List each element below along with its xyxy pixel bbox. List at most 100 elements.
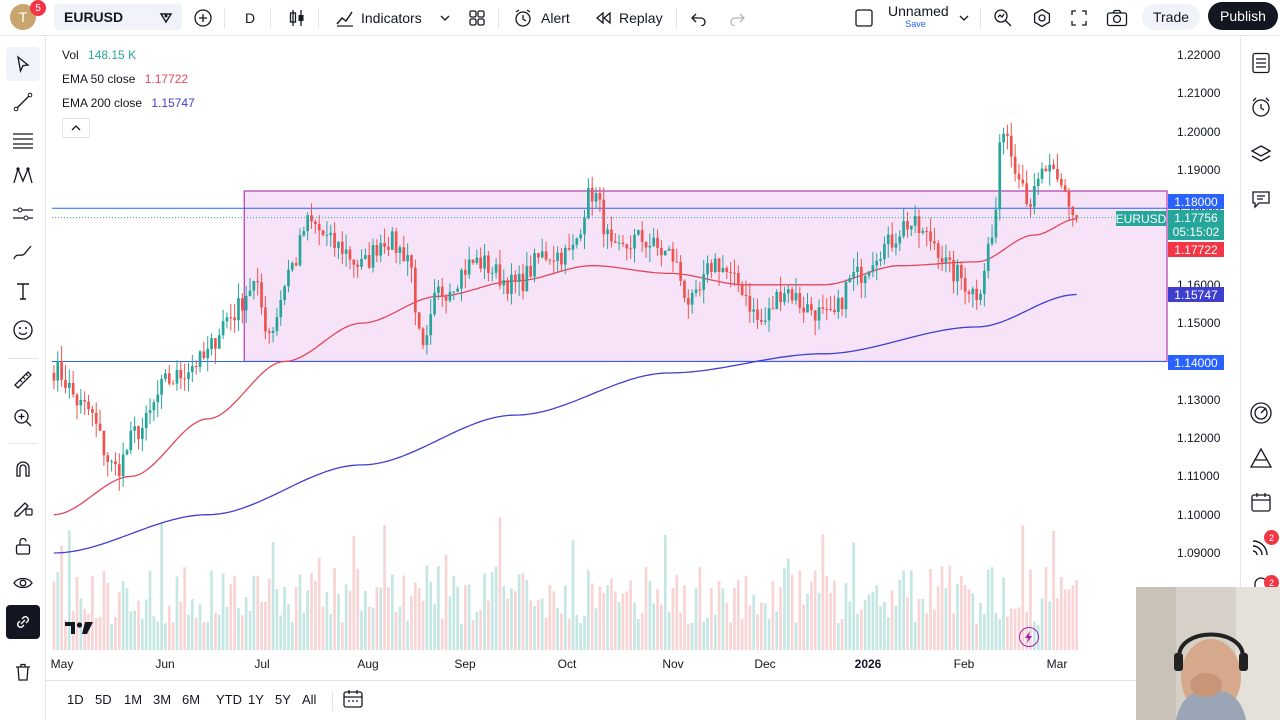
volume-bar: [260, 601, 263, 650]
symbol-icon[interactable]: [158, 9, 174, 28]
news-button[interactable]: [1244, 530, 1278, 564]
forecast-tool[interactable]: [6, 197, 40, 231]
layout-name-button[interactable]: Unnamed Save: [888, 4, 949, 32]
candle-body: [744, 294, 748, 297]
range-button-1m[interactable]: 1M: [124, 692, 143, 707]
volume-bar: [137, 600, 140, 650]
indicators-button[interactable]: Indicators: [335, 0, 422, 36]
volume-bar: [460, 623, 463, 650]
watchlist-button[interactable]: [1244, 46, 1278, 80]
zoom-tool[interactable]: [6, 401, 40, 435]
layout-checkbox[interactable]: [854, 0, 874, 36]
volume-bar: [775, 611, 779, 650]
trend-line-tool[interactable]: [6, 85, 40, 119]
candle-body: [717, 258, 721, 272]
symbol-search[interactable]: EURUSD: [54, 4, 182, 30]
layout-dropdown[interactable]: [958, 0, 970, 36]
publish-button[interactable]: Publish: [1208, 2, 1278, 30]
range-button-all[interactable]: All: [302, 692, 317, 707]
replay-button[interactable]: Replay: [594, 0, 663, 36]
calendar-button[interactable]: [1244, 485, 1278, 519]
ema50-legend[interactable]: EMA 50 close 1.17722: [62, 72, 188, 86]
volume-bar: [302, 612, 306, 650]
text-tool[interactable]: [6, 274, 40, 308]
price-tick: 1.11000: [1177, 469, 1220, 484]
candle-body: [1048, 164, 1052, 172]
range-button-3m[interactable]: 3M: [153, 692, 172, 707]
candle-body: [740, 285, 744, 295]
magnet-tool[interactable]: [6, 452, 40, 486]
candle-body: [794, 293, 798, 301]
fib-tool[interactable]: [6, 123, 40, 157]
snapshot-button[interactable]: [1106, 0, 1128, 36]
candle-body: [390, 231, 394, 250]
cursor-tool[interactable]: [6, 47, 40, 81]
trade-button[interactable]: Trade: [1142, 4, 1200, 30]
xabcd-pattern-icon: [13, 167, 33, 184]
presenter-image: [1136, 587, 1280, 720]
alert-button[interactable]: Alert: [513, 0, 570, 36]
fullscreen-button[interactable]: [1070, 0, 1088, 36]
candle-body: [375, 244, 379, 256]
interval-button[interactable]: D: [245, 10, 256, 26]
collapse-legend-button[interactable]: [62, 118, 90, 138]
range-button-1y[interactable]: 1Y: [248, 692, 264, 707]
volume-bar: [560, 613, 563, 650]
candle-body: [959, 264, 963, 279]
sync-drawings-tool[interactable]: [6, 605, 40, 639]
chats-button[interactable]: [1244, 183, 1278, 217]
candle-body: [1063, 185, 1067, 192]
ideas-button[interactable]: [1244, 441, 1278, 475]
object-tree-button[interactable]: [1244, 137, 1278, 171]
pattern-tool[interactable]: [6, 159, 40, 193]
volume-bar: [783, 567, 786, 650]
volume-bar: [540, 598, 544, 650]
candle-body: [187, 372, 190, 380]
tradingview-logo[interactable]: [64, 619, 96, 642]
volume-bar: [567, 618, 571, 650]
quick-search-button[interactable]: [993, 0, 1013, 36]
volume-bar: [606, 585, 609, 650]
volume-bar: [133, 610, 137, 650]
replay-label: Replay: [619, 10, 663, 26]
range-button-ytd[interactable]: YTD: [216, 692, 242, 707]
redo-button[interactable]: [728, 0, 746, 36]
undo-button[interactable]: [690, 0, 708, 36]
indicators-dropdown[interactable]: [439, 0, 451, 36]
range-button-5d[interactable]: 5D: [95, 692, 112, 707]
date-range-button[interactable]: [342, 689, 364, 714]
add-symbol-button[interactable]: [193, 0, 213, 36]
stay-drawing-tool[interactable]: [6, 490, 40, 524]
range-button-5y[interactable]: 5Y: [275, 692, 291, 707]
range-button-1d[interactable]: 1D: [67, 692, 84, 707]
alerts-button[interactable]: [1244, 90, 1278, 124]
volume-bar: [306, 590, 310, 650]
volume-bar: [437, 565, 440, 650]
emoji-tool[interactable]: [6, 313, 40, 347]
volume-bar: [756, 614, 759, 650]
candle-body: [1002, 133, 1005, 143]
brush-tool[interactable]: [6, 236, 40, 270]
settings-button[interactable]: [1032, 0, 1052, 36]
hide-drawings-tool[interactable]: [6, 566, 40, 600]
volume-bar: [636, 619, 640, 650]
volume-legend[interactable]: Vol 148.15 K: [62, 48, 136, 62]
screener-button[interactable]: [1244, 396, 1278, 430]
volume-bar: [863, 600, 867, 650]
candle-body: [986, 243, 990, 271]
templates-button[interactable]: [468, 0, 486, 36]
realtime-indicator[interactable]: [1019, 627, 1039, 647]
chart-type-button[interactable]: [288, 0, 306, 36]
volume-bar: [821, 534, 825, 650]
volume-bar: [810, 581, 813, 650]
candle-body: [767, 308, 771, 321]
ema200-legend[interactable]: EMA 200 close 1.15747: [62, 96, 195, 110]
measure-tool[interactable]: [6, 363, 40, 397]
range-button-6m[interactable]: 6M: [182, 692, 201, 707]
volume-bar: [237, 607, 240, 650]
lock-drawings-tool[interactable]: [6, 529, 40, 563]
delete-drawings-tool[interactable]: [6, 655, 40, 689]
price-chart[interactable]: [0, 0, 1240, 680]
candle-body: [329, 232, 333, 235]
candle-body: [544, 251, 548, 260]
